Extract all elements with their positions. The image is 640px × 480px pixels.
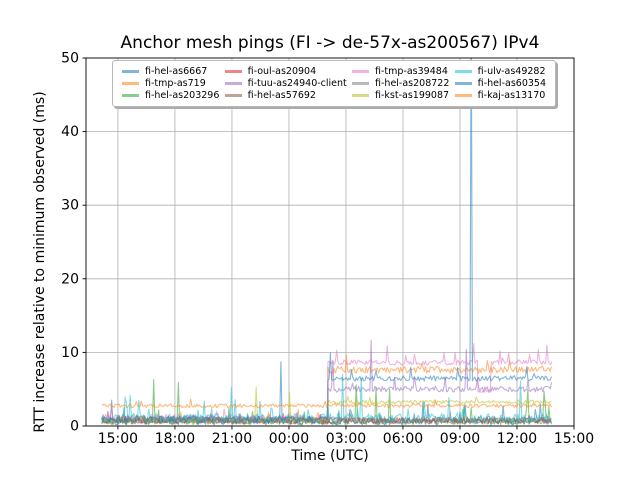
series-line-fi-hel-as60354 — [101, 58, 553, 424]
legend-line-swatch — [352, 82, 370, 85]
legend-item-fi-hel-as57692: fi-hel-as57692 — [224, 90, 347, 101]
legend-item-fi-tmp-as719: fi-tmp-as719 — [122, 78, 219, 89]
legend-column: fi-oul-as20904 fi-tuu-as24940-client fi-he… — [224, 66, 347, 101]
legend-column: fi-tmp-as39484 fi-hel-as208722 fi-kst-as19… — [352, 66, 449, 101]
legend-column: fi-ulv-as49282 fi-hel-as60354 fi-kaj-as131… — [454, 66, 546, 101]
legend-line-swatch — [352, 70, 370, 73]
legend-item-fi-hel-as203296: fi-hel-as203296 — [122, 90, 219, 101]
plot-border — [85, 57, 575, 427]
y-axis-label: RTT increase relative to minimum observe… — [32, 91, 48, 433]
legend-label: fi-tmp-as719 — [145, 78, 206, 89]
legend-item-fi-hel-as6667: fi-hel-as6667 — [122, 66, 219, 77]
legend-line-swatch — [122, 82, 139, 85]
legend-line-swatch — [454, 94, 472, 97]
legend-label: fi-hel-as6667 — [145, 66, 208, 77]
y-tick-label: 50 — [61, 51, 79, 67]
y-tick-label: 20 — [61, 271, 79, 287]
legend-item-fi-kst-as199087: fi-kst-as199087 — [352, 90, 449, 101]
legend-line-swatch — [122, 70, 139, 73]
series-lines — [101, 58, 553, 426]
legend-label: fi-tmp-as39484 — [375, 66, 448, 77]
legend-line-swatch — [454, 70, 472, 73]
y-tick-label: 10 — [61, 345, 79, 361]
legend-item-fi-tuu-as24940-client: fi-tuu-as24940-client — [224, 78, 347, 89]
legend-line-swatch — [224, 82, 242, 85]
x-tick-label: 03:00 — [326, 431, 366, 447]
legend-item-fi-hel-as208722: fi-hel-as208722 — [352, 78, 449, 89]
legend-item-fi-kaj-as13170: fi-kaj-as13170 — [454, 90, 546, 101]
x-tick-label: 15:00 — [554, 431, 594, 447]
legend-item-fi-hel-as60354: fi-hel-as60354 — [454, 78, 546, 89]
x-tick-label: 15:00 — [98, 431, 138, 447]
y-tick-label: 40 — [61, 124, 79, 140]
legend-line-swatch — [352, 94, 370, 97]
legend-column: fi-hel-as6667 fi-tmp-as719 fi-hel-as203296 — [122, 66, 219, 101]
legend-line-swatch — [224, 94, 242, 97]
x-tick-label: 21:00 — [212, 431, 252, 447]
legend-label: fi-tuu-as24940-client — [247, 78, 347, 89]
legend-label: fi-hel-as57692 — [247, 90, 316, 101]
x-axis-label: Time (UTC) — [291, 448, 369, 464]
legend-label: fi-hel-as60354 — [477, 78, 546, 89]
y-tick-label: 30 — [61, 198, 79, 214]
x-tick-label: 12:00 — [497, 431, 537, 447]
legend-line-swatch — [224, 70, 242, 73]
x-tick-label: 06:00 — [383, 431, 423, 447]
legend: fi-hel-as6667 fi-tmp-as719 fi-hel-as203296… — [112, 60, 556, 107]
legend-label: fi-hel-as203296 — [145, 90, 220, 101]
legend-item-fi-ulv-as49282: fi-ulv-as49282 — [454, 66, 546, 77]
grid — [86, 57, 575, 427]
legend-label: fi-kst-as199087 — [375, 90, 450, 101]
legend-label: fi-ulv-as49282 — [477, 66, 546, 77]
axis-tick-labels: 15:00 18:00 21:00 00:00 03:00 06:00 09:00 12:00… — [61, 51, 594, 448]
legend-label: fi-hel-as208722 — [375, 78, 450, 89]
chart-title: Anchor mesh pings (FI -> de-57x-as200567… — [120, 33, 540, 53]
legend-line-swatch — [122, 94, 139, 97]
series-line-fi-ulv-as49282 — [101, 373, 552, 424]
axis-ticks — [82, 57, 575, 430]
x-tick-label: 09:00 — [440, 431, 480, 447]
series-line-fi-kaj-as13170 — [101, 398, 552, 409]
legend-item-fi-oul-as20904: fi-oul-as20904 — [224, 66, 347, 77]
x-tick-label: 18:00 — [155, 431, 195, 447]
y-tick-label: 0 — [70, 419, 79, 435]
series-line-fi-hel-as208722 — [101, 410, 552, 425]
legend-line-swatch — [454, 82, 472, 85]
x-tick-label: 00:00 — [269, 431, 309, 447]
legend-label: fi-oul-as20904 — [247, 66, 317, 77]
legend-item-fi-tmp-as39484: fi-tmp-as39484 — [352, 66, 449, 77]
legend-label: fi-kaj-as13170 — [477, 90, 546, 101]
